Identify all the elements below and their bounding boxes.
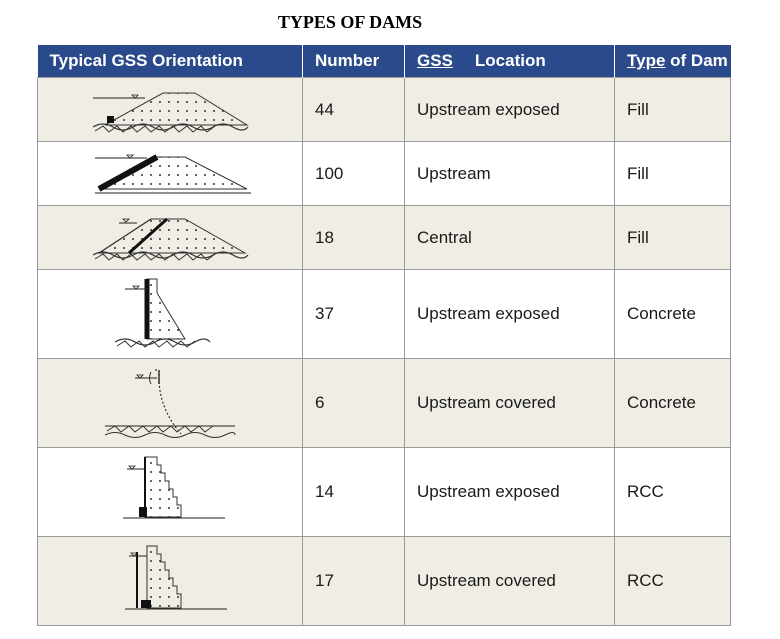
rcc-dam-upstream-exposed-icon [123,456,225,519]
location-cell: Central [404,205,615,270]
type-cell: Fill [614,141,731,206]
location-cell: Upstream covered [404,536,615,626]
type-cell: RCC [614,536,731,626]
table-row: 100 Upstream Fill [37,141,731,206]
header-orientation: Typical GSS Orientation [37,45,303,78]
rcc-dam-upstream-covered-icon [125,545,227,610]
orientation-cell [37,269,303,359]
type-cell: RCC [614,447,731,537]
header-type-part2: of Dam [670,51,728,70]
header-number: Number [302,45,405,78]
type-cell: Concrete [614,358,731,448]
header-location-gss: GSS [417,51,453,70]
concrete-dam-upstream-covered-icon [104,369,236,438]
header-location: GSS Location [404,45,615,78]
concrete-dam-upstream-exposed-icon [114,278,211,348]
number-cell: 18 [302,205,405,270]
page-title: TYPES OF DAMS [277,12,423,32]
number-cell: 17 [302,536,405,626]
number-cell: 100 [302,141,405,206]
table-row: 18 Central Fill [37,205,731,270]
location-cell: Upstream exposed [404,447,615,537]
table-row: 14 Upstream exposed RCC [37,447,731,537]
fill-dam-upstream-exposed-icon [92,92,249,133]
type-cell: Fill [614,77,731,142]
number-cell: 14 [302,447,405,537]
table-row: 17 Upstream covered RCC [37,536,731,626]
orientation-cell [37,77,303,142]
orientation-cell [37,536,303,626]
orientation-cell [37,205,303,270]
fill-dam-upstream-icon [95,153,251,193]
type-cell: Concrete [614,269,731,359]
header-type: Type of Dam [614,45,731,78]
orientation-cell [37,141,303,206]
dam-types-table: Typical GSS Orientation Number GSS Locati… [37,45,731,626]
table-row: 37 Upstream exposed Concrete [37,269,731,359]
table-header-row: Typical GSS Orientation Number GSS Locati… [37,45,731,78]
location-cell: Upstream exposed [404,77,615,142]
orientation-cell [37,447,303,537]
location-cell: Upstream [404,141,615,206]
table-row: 6 Upstream covered Concrete [37,358,731,448]
fill-dam-central-icon [92,217,249,261]
number-cell: 44 [302,77,405,142]
number-cell: 6 [302,358,405,448]
type-cell: Fill [614,205,731,270]
number-cell: 37 [302,269,405,359]
header-location-rest: Location [474,51,546,70]
orientation-cell [37,358,303,448]
header-type-part1: Type [627,51,666,70]
location-cell: Upstream covered [404,358,615,448]
table-row: 44 Upstream exposed Fill [37,77,731,142]
location-cell: Upstream exposed [404,269,615,359]
